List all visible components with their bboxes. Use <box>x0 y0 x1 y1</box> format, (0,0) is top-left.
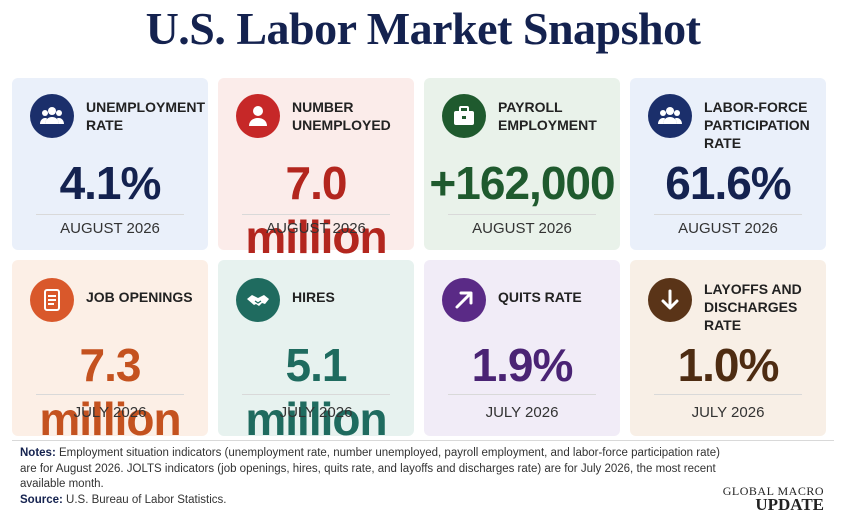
card-job-openings: JOB OPENINGS 7.3 million JULY 2026 <box>12 260 208 445</box>
card-date: JULY 2026 <box>691 404 765 421</box>
card-labor-force-participation: LABOR-FORCE PARTICIPATION RATE 61.6% AUG… <box>630 78 826 250</box>
card-value: 4.1% <box>59 157 162 209</box>
card-label: LABOR-FORCE PARTICIPATION RATE <box>704 99 810 151</box>
source-text: U.S. Bureau of Labor Statistics. <box>66 493 227 506</box>
card-hires: HIRES 5.1 million JULY 2026 <box>218 260 414 445</box>
card-value: 1.0% <box>677 339 780 391</box>
divider <box>242 394 390 395</box>
card-value: 7.0 million <box>245 157 387 263</box>
card-number-unemployed: NUMBER UNEMPLOYED 7.0 million AUGUST 202… <box>218 78 414 263</box>
divider <box>448 394 596 395</box>
card-value: 5.1 million <box>245 339 387 445</box>
brand-logo-line2: UPDATE <box>755 495 824 514</box>
briefcase-icon <box>442 94 486 138</box>
divider <box>36 394 184 395</box>
brand-logo-line1: GLOBAL MACRO <box>722 484 824 498</box>
card-quits-rate: QUITS RATE 1.9% JULY 2026 <box>424 260 620 436</box>
notes-text: Employment situation indicators (unemplo… <box>20 447 720 490</box>
arrow-down-icon <box>648 278 692 322</box>
card-label: PAYROLL EMPLOYMENT <box>498 99 597 133</box>
card-value: 7.3 million <box>39 339 181 445</box>
card-payroll-employment: PAYROLL EMPLOYMENT +162,000 AUGUST 2026 <box>424 78 620 250</box>
card-label: LAYOFFS AND DISCHARGES RATE <box>704 281 802 333</box>
divider <box>654 394 802 395</box>
divider <box>36 214 184 215</box>
card-date: AUGUST 2026 <box>472 220 572 237</box>
notes-label: Notes: <box>20 447 56 459</box>
source-label: Source: <box>20 493 63 506</box>
card-value: 61.6% <box>665 157 791 209</box>
card-label: UNEMPLOYMENT RATE <box>86 99 205 133</box>
handshake-icon <box>236 278 280 322</box>
person-icon <box>236 94 280 138</box>
card-label: NUMBER UNEMPLOYED <box>292 99 391 133</box>
card-date: JULY 2026 <box>279 404 353 421</box>
card-label: QUITS RATE <box>498 289 582 305</box>
notes: Notes: Employment situation indicators (… <box>20 446 720 508</box>
divider <box>654 214 802 215</box>
document-icon <box>30 278 74 322</box>
divider <box>242 214 390 215</box>
card-label: HIRES <box>292 289 335 305</box>
card-date: JULY 2026 <box>485 404 559 421</box>
people-icon <box>648 94 692 138</box>
divider <box>448 214 596 215</box>
card-date: AUGUST 2026 <box>60 220 160 237</box>
people-icon <box>30 94 74 138</box>
card-date: AUGUST 2026 <box>678 220 778 237</box>
notes-divider <box>12 440 834 441</box>
card-unemployment-rate: UNEMPLOYMENT RATE 4.1% AUGUST 2026 <box>12 78 208 250</box>
card-label: JOB OPENINGS <box>86 289 193 305</box>
arrow-up-right-icon <box>442 278 486 322</box>
card-value: 1.9% <box>471 339 574 391</box>
card-date: JULY 2026 <box>73 404 147 421</box>
card-layoffs-discharges-rate: LAYOFFS AND DISCHARGES RATE 1.0% JULY 20… <box>630 260 826 436</box>
card-date: AUGUST 2026 <box>266 220 366 237</box>
page-title: U.S. Labor Market Snapshot <box>145 3 701 54</box>
card-value: +162,000 <box>429 157 615 209</box>
